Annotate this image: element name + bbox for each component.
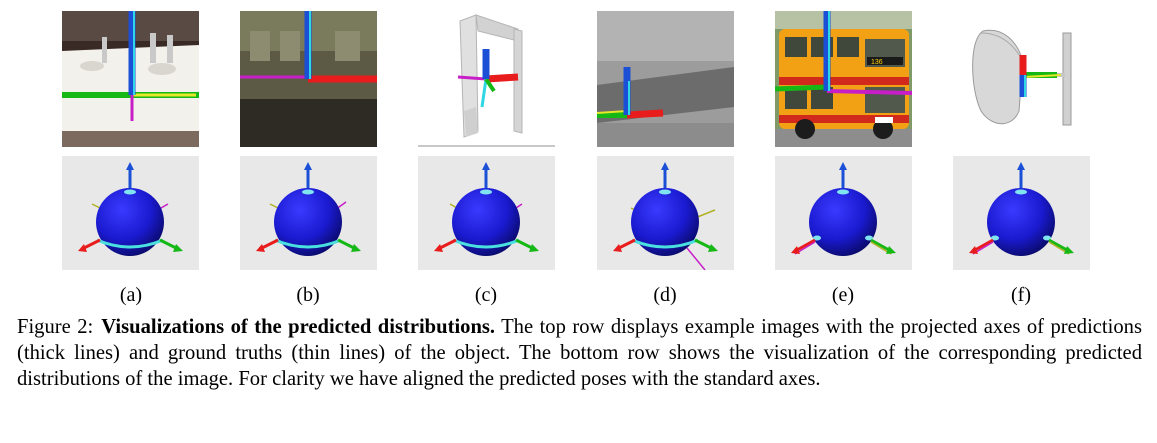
subfigure-label-f: (f) — [1011, 284, 1031, 306]
sphere-plot-c — [418, 156, 555, 270]
sphere-plot-e — [775, 156, 912, 270]
figure-caption: Figure 2: Visualizations of the predicted… — [17, 314, 1142, 392]
sphere-plot-b — [240, 156, 377, 270]
subfigure-label-d: (d) — [653, 284, 677, 306]
subfigure-label-b: (b) — [296, 284, 320, 306]
image-d-boat — [597, 11, 734, 147]
subfigure-label-a: (a) — [119, 284, 143, 306]
image-f-airplane-render — [953, 11, 1090, 147]
bus-destination-sign: 136 — [871, 59, 883, 66]
image-b-train — [240, 11, 377, 147]
image-c-chair-render — [418, 11, 555, 147]
sphere-plot-f — [953, 156, 1090, 270]
subfigure-label-e: (e) — [831, 284, 855, 306]
caption-figure-number: Figure 2: — [17, 316, 94, 338]
sphere-plot-d — [597, 156, 734, 270]
image-a-dining-table — [62, 11, 199, 147]
caption-title: Visualizations of the predicted distribu… — [101, 316, 496, 338]
subfigure-label-c: (c) — [474, 284, 498, 306]
sphere-plot-a — [62, 156, 199, 270]
image-e-bus: 136 — [775, 11, 912, 147]
caption-body: The top row displays example images with… — [17, 316, 1142, 390]
